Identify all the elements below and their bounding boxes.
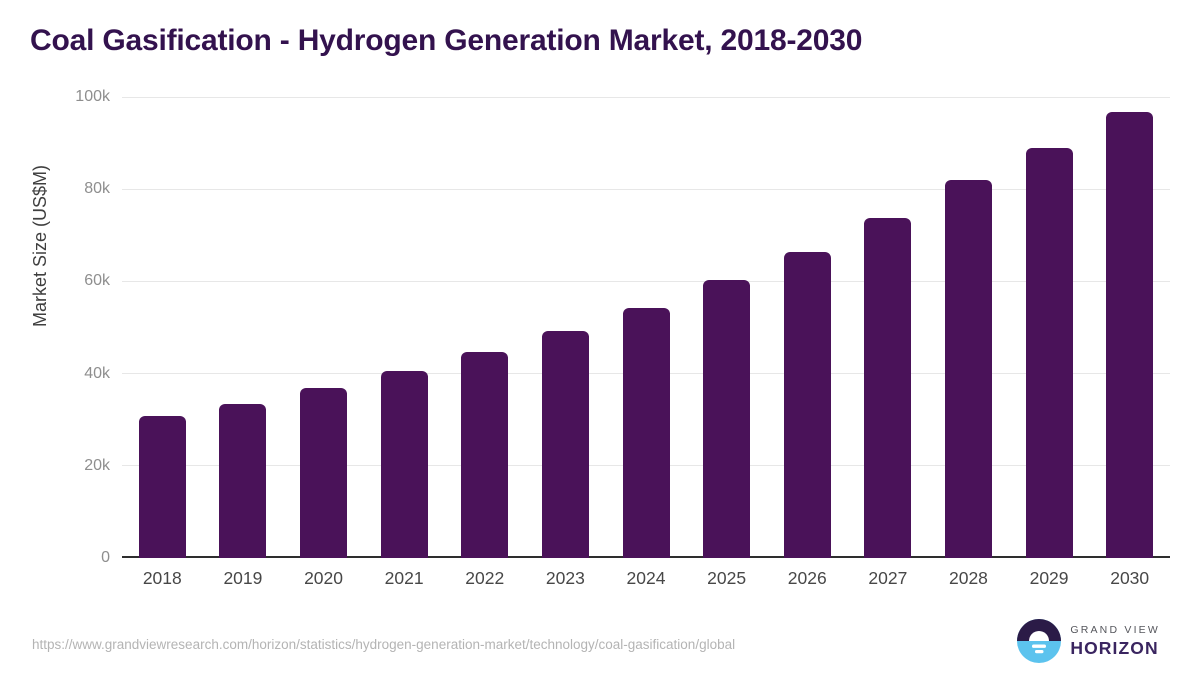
gridline-60k — [122, 280, 1170, 282]
x-tick-label-2028: 2028 — [948, 568, 988, 588]
logo-brand-name: GRAND VIEW — [1070, 623, 1160, 636]
x-tick-label-2029: 2029 — [1029, 568, 1069, 588]
bar-2026[interactable] — [783, 251, 831, 558]
y-tick-label-20k: 20k — [84, 456, 110, 474]
y-tick-label-80k: 80k — [84, 180, 110, 198]
footer: https://www.grandviewresearch.com/horizo… — [0, 613, 1200, 675]
x-tick-label-2022: 2022 — [465, 568, 505, 588]
source-url: https://www.grandviewresearch.com/horizo… — [32, 637, 736, 652]
logo-text: GRAND VIEW HORIZON — [1070, 624, 1160, 659]
bar-2024[interactable] — [622, 307, 670, 558]
chart-title: Coal Gasification - Hydrogen Generation … — [30, 24, 863, 57]
x-tick-label-2027: 2027 — [868, 568, 908, 588]
bar-2021[interactable] — [380, 370, 428, 558]
x-tick-label-2026: 2026 — [787, 568, 827, 588]
bar-2020[interactable] — [300, 388, 348, 558]
bar-2027[interactable] — [864, 217, 912, 558]
x-tick-label-2021: 2021 — [384, 568, 424, 588]
x-tick-label-2023: 2023 — [545, 568, 585, 588]
bar-2022[interactable] — [461, 352, 509, 558]
y-tick-label-100k: 100k — [75, 88, 110, 105]
y-tick-label-0: 0 — [101, 549, 110, 566]
horizon-sun-icon — [1017, 619, 1062, 663]
bar-2023[interactable] — [541, 330, 589, 558]
x-tick-label-2020: 2020 — [304, 568, 343, 588]
y-tick-label-40k: 40k — [84, 364, 110, 382]
bar-2028[interactable] — [944, 180, 992, 558]
x-tick-label-2018: 2018 — [142, 568, 182, 588]
bar-2029[interactable] — [1025, 147, 1073, 558]
y-tick-label-60k: 60k — [84, 272, 110, 290]
gridline-100k — [122, 96, 1170, 98]
x-tick-label-2019: 2019 — [223, 568, 263, 588]
x-tick-label-2025: 2025 — [707, 568, 747, 588]
gridline-80k — [122, 188, 1170, 190]
bar-2025[interactable] — [703, 280, 751, 558]
bar-2019[interactable] — [219, 404, 267, 558]
bar-2018[interactable] — [138, 416, 186, 558]
bar-2030[interactable] — [1106, 112, 1154, 558]
logo-product-name: HORIZON — [1070, 637, 1159, 658]
bar-chart-plot-area: 0 20k 40k 60k 80k 100k 2018 2019 2020 2021 2022 202… — [75, 88, 1170, 588]
x-tick-label-2030: 2030 — [1110, 568, 1150, 588]
x-tick-label-2024: 2024 — [626, 568, 666, 588]
grand-view-horizon-logo: GRAND VIEW HORIZON — [1017, 619, 1160, 663]
